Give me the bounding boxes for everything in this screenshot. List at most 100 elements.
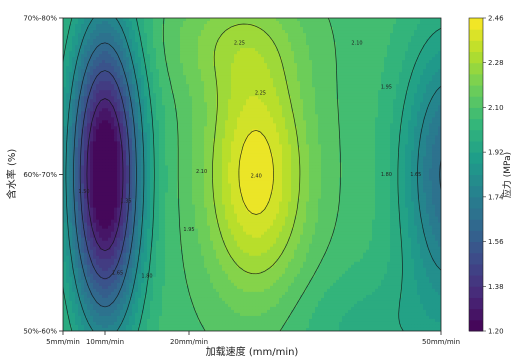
contour-cell xyxy=(231,87,235,91)
contour-cell xyxy=(159,45,163,49)
contour-cell xyxy=(336,66,340,70)
contour-cell xyxy=(123,51,127,55)
contour-cell xyxy=(381,21,385,25)
contour-cell xyxy=(408,93,412,97)
contour-cell xyxy=(159,81,163,85)
contour-cell xyxy=(132,57,136,61)
contour-cell xyxy=(171,69,175,73)
contour-cell xyxy=(312,45,316,49)
contour-cell xyxy=(228,90,232,94)
contour-cell xyxy=(186,63,190,67)
contour-cell xyxy=(171,57,175,61)
contour-cell xyxy=(234,45,238,49)
contour-cell xyxy=(246,81,250,85)
contour-cell xyxy=(399,18,403,22)
contour-cell xyxy=(177,63,181,67)
contour-cell xyxy=(180,87,184,91)
contour-cell xyxy=(327,78,331,82)
contour-cell xyxy=(84,75,88,79)
contour-cell xyxy=(423,54,427,58)
contour-cell xyxy=(219,51,223,55)
contour-cell xyxy=(69,84,73,88)
contour-cell xyxy=(192,27,196,31)
contour-cell xyxy=(90,57,94,61)
contour-cell xyxy=(279,45,283,49)
contour-cell xyxy=(408,42,412,46)
contour-cell xyxy=(129,60,133,64)
contour-cell xyxy=(273,48,277,52)
contour-cell xyxy=(120,18,124,22)
contour-cell xyxy=(321,54,325,58)
contour-cell xyxy=(126,75,130,79)
contour-cell xyxy=(180,96,184,100)
contour-cell xyxy=(84,78,88,82)
contour-cell xyxy=(351,66,355,70)
contour-cell xyxy=(69,30,73,34)
contour-cell xyxy=(216,75,220,79)
contour-cell xyxy=(435,72,439,76)
contour-cell xyxy=(408,63,412,67)
contour-cell xyxy=(180,93,184,97)
contour-cell xyxy=(165,69,169,73)
contour-cell xyxy=(96,87,100,91)
contour-cell xyxy=(159,48,163,52)
contour-cell xyxy=(87,66,91,70)
contour-cell xyxy=(321,36,325,40)
contour-cell xyxy=(375,45,379,49)
contour-cell xyxy=(111,27,115,31)
contour-cell xyxy=(114,51,118,55)
contour-cell xyxy=(327,75,331,79)
contour-cell xyxy=(381,36,385,40)
contour-cell xyxy=(201,72,205,76)
contour-cell xyxy=(366,42,370,46)
contour-cell xyxy=(132,51,136,55)
contour-cell xyxy=(117,30,121,34)
contour-cell xyxy=(378,21,382,25)
contour-cell xyxy=(102,87,106,91)
contour-cell xyxy=(234,18,238,22)
contour-cell xyxy=(195,60,199,64)
contour-cell xyxy=(354,42,358,46)
contour-cell xyxy=(204,84,208,88)
contour-cell xyxy=(216,57,220,61)
contour-cell xyxy=(393,93,397,97)
contour-cell xyxy=(156,33,160,37)
contour-cell xyxy=(411,54,415,58)
contour-cell xyxy=(150,18,154,22)
contour-cell xyxy=(399,72,403,76)
contour-cell xyxy=(351,69,355,73)
contour-cell xyxy=(432,66,436,70)
contour-cell xyxy=(159,27,163,31)
contour-cell xyxy=(69,69,73,73)
contour-cell xyxy=(132,18,136,22)
contour-cell xyxy=(432,54,436,58)
contour-cell xyxy=(126,24,130,28)
contour-cell xyxy=(327,36,331,40)
contour-cell xyxy=(72,87,76,91)
contour-cell xyxy=(432,72,436,76)
contour-cell xyxy=(240,30,244,34)
contour-cell xyxy=(381,90,385,94)
contour-cell xyxy=(285,78,289,82)
contour-cell xyxy=(390,39,394,43)
contour-cell xyxy=(390,60,394,64)
contour-cell xyxy=(261,87,265,91)
contour-cell xyxy=(123,63,127,67)
contour-cell xyxy=(288,39,292,43)
contour-cell xyxy=(204,42,208,46)
contour-cell xyxy=(306,54,310,58)
contour-cell xyxy=(117,27,121,31)
contour-cell xyxy=(126,30,130,34)
contour-cell xyxy=(333,57,337,61)
contour-cell xyxy=(177,90,181,94)
contour-cell xyxy=(348,84,352,88)
contour-cell xyxy=(330,33,334,37)
contour-cell xyxy=(240,39,244,43)
contour-cell xyxy=(315,57,319,61)
contour-cell xyxy=(351,93,355,97)
contour-cell xyxy=(393,30,397,34)
contour-cell xyxy=(384,48,388,52)
contour-cell xyxy=(306,36,310,40)
contour-cell xyxy=(432,33,436,37)
contour-cell xyxy=(75,51,79,55)
